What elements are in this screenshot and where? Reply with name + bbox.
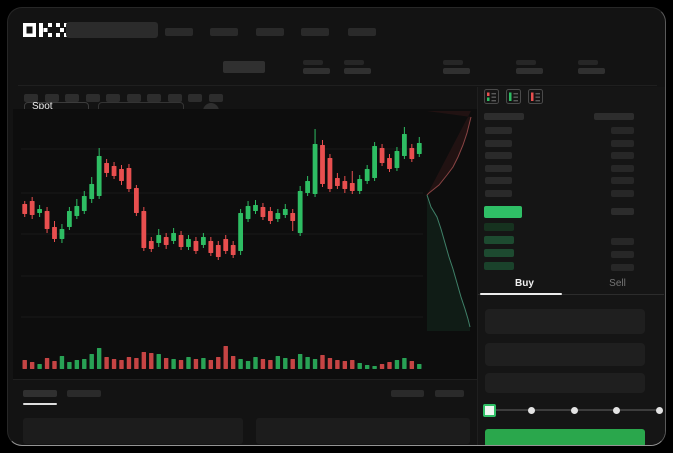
- nav-item-placeholder[interactable]: [301, 28, 329, 36]
- ask-total-bar: [611, 165, 634, 172]
- stat-value-placeholder: [303, 68, 330, 74]
- orders-content-placeholder: [256, 418, 470, 444]
- stat-value-placeholder: [578, 68, 605, 74]
- slider-stop[interactable]: [482, 403, 496, 417]
- bottom-panel: [13, 379, 477, 445]
- slider-stop[interactable]: [570, 406, 578, 414]
- orderbook-header-total-col: [594, 113, 634, 120]
- bid-size-bar: [484, 249, 514, 257]
- ask-price-bar: [485, 177, 512, 184]
- buy-tab-underline: [480, 293, 562, 295]
- stat-label-placeholder: [303, 60, 323, 65]
- ask-total-bar: [611, 140, 634, 147]
- timeframe-pill[interactable]: [106, 94, 120, 102]
- ask-total-bar: [611, 152, 634, 159]
- nav-item-placeholder[interactable]: [210, 28, 238, 36]
- volume-chart: [22, 346, 422, 369]
- slider-stop[interactable]: [528, 406, 535, 414]
- combined-book-icon[interactable]: [484, 89, 499, 104]
- stat-label-placeholder: [516, 60, 536, 65]
- orderbook-trade-panel: Buy Sell: [478, 87, 665, 445]
- timeframe-pill[interactable]: [85, 94, 100, 102]
- timeframe-pill[interactable]: [167, 94, 182, 102]
- stat-label-placeholder: [578, 60, 598, 65]
- panel-action-placeholder[interactable]: [391, 390, 424, 397]
- buy-tab[interactable]: Buy: [515, 278, 534, 289]
- orders-tab[interactable]: [67, 390, 101, 397]
- bid-size-bar: [484, 223, 514, 231]
- chart-toolbar: ∿⌄▤⌄∿⫽▣◎⊡: [8, 85, 477, 181]
- timeframe-pill[interactable]: [65, 94, 79, 102]
- stat-label-placeholder: [443, 60, 463, 65]
- ask-price-bar: [485, 127, 512, 134]
- pair-name-placeholder: [223, 61, 265, 73]
- ask-price-bar: [485, 165, 512, 172]
- timeframe-pill[interactable]: [208, 94, 223, 102]
- price-field[interactable]: [485, 309, 645, 334]
- orderbook-header-price-col: [484, 113, 524, 120]
- buy-submit-button[interactable]: [485, 429, 645, 445]
- asks-book-icon[interactable]: [528, 89, 543, 104]
- ask-price-bar: [485, 190, 512, 197]
- slider-stop[interactable]: [613, 406, 620, 414]
- market-bar: Spot Trading ⌄ ⌄: [8, 52, 665, 123]
- slider-stop[interactable]: [655, 406, 663, 414]
- nav-item-placeholder[interactable]: [256, 28, 284, 36]
- ask-total-bar: [611, 190, 634, 197]
- bid-total-bar: [611, 251, 634, 258]
- timeframe-pill[interactable]: [147, 94, 161, 102]
- trade-tabs: Buy Sell: [478, 268, 665, 295]
- panel-action-placeholder[interactable]: [435, 390, 464, 397]
- last-price-highlight[interactable]: [484, 206, 522, 218]
- active-tab-underline: [23, 403, 57, 405]
- stat-value-placeholder: [516, 68, 543, 74]
- sell-tab[interactable]: Sell: [609, 278, 626, 289]
- trading-app-window: Spot Trading ⌄ ⌄ ∿⌄▤⌄∿⫽▣◎⊡: [7, 7, 666, 446]
- ask-price-bar: [485, 140, 512, 147]
- nav-item-placeholder[interactable]: [165, 28, 193, 36]
- orders-tab-active[interactable]: [23, 390, 57, 397]
- stat-value-placeholder: [344, 68, 371, 74]
- stat-value-placeholder: [443, 68, 470, 74]
- bid-size-bar: [484, 236, 514, 244]
- candlestick-chart[interactable]: [21, 109, 423, 333]
- okx-logo-icon[interactable]: [23, 23, 69, 37]
- stat-label-placeholder: [344, 60, 364, 65]
- tabs-divider: [478, 294, 664, 295]
- search-input[interactable]: [66, 22, 158, 38]
- bid-total-bar: [611, 264, 634, 271]
- total-field[interactable]: [485, 373, 645, 393]
- ask-price-bar: [485, 152, 512, 159]
- nav-item-placeholder[interactable]: [348, 28, 376, 36]
- bid-size-bar: [484, 262, 514, 270]
- timeframe-pill[interactable]: [126, 94, 141, 102]
- bid-total-bar: [611, 238, 634, 245]
- amount-field[interactable]: [485, 343, 645, 366]
- timeframe-pill[interactable]: [188, 94, 202, 102]
- bids-book-icon[interactable]: [506, 89, 521, 104]
- chart-pane: [13, 109, 477, 379]
- timeframe-pill[interactable]: [44, 94, 59, 102]
- depth-chart: [426, 111, 472, 331]
- orders-content-placeholder: [23, 418, 243, 444]
- timeframe-pill[interactable]: [24, 94, 38, 102]
- top-nav: [8, 8, 665, 52]
- ask-total-bar: [611, 127, 634, 134]
- last-price-total-bar: [611, 208, 634, 215]
- ask-total-bar: [611, 177, 634, 184]
